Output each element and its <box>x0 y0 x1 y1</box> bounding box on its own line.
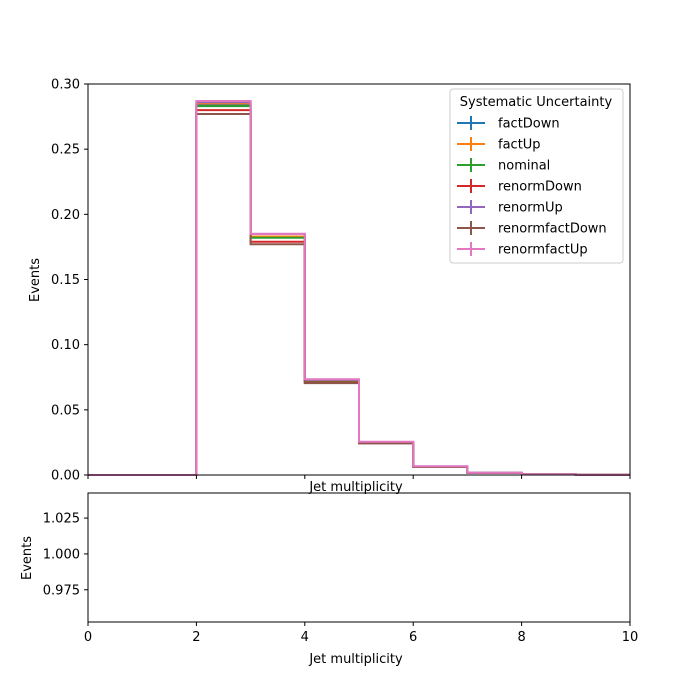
ratio-panel: 0 2 4 6 8 10 0.975 1.000 1.025 Jet multiplicity… <box>20 492 638 667</box>
series-line-renormfactUp <box>88 99 630 476</box>
main-y-tick-label: 0.10 <box>51 338 80 353</box>
legend-label: renormDown <box>498 180 582 195</box>
ratio-x-axis-label: Jet multiplicity <box>308 652 403 667</box>
main-y-axis-label: Events <box>28 258 43 302</box>
main-y-tick-label: 0.20 <box>51 208 80 223</box>
legend-label: nominal <box>498 159 550 174</box>
ratio-plot-frame <box>87 492 631 623</box>
legend-entry-renormfactDown: renormfactDown <box>457 221 607 237</box>
main-y-tick-label: 0.30 <box>51 78 80 93</box>
legend-entry-renormUp: renormUp <box>457 200 563 216</box>
main-y-ticks: 0.00 0.05 0.10 0.15 0.20 0.25 0.30 <box>51 78 88 484</box>
ratio-x-tick-label: 4 <box>301 630 309 645</box>
main-panel: 0.00 0.05 0.10 0.15 0.20 0.25 0.30 Jet multipl… <box>28 78 631 495</box>
legend-label: renormfactUp <box>498 243 588 258</box>
legend-box <box>449 88 624 264</box>
legend-label: factDown <box>498 117 560 132</box>
legend-entry-renormfactUp: renormfactUp <box>457 242 588 258</box>
main-y-tick-label: 0.00 <box>51 469 80 484</box>
main-y-tick-label: 0.05 <box>51 403 80 418</box>
legend: Systematic Uncertainty factDown factUp nom… <box>449 88 624 264</box>
legend-label: renormfactDown <box>498 222 607 237</box>
main-x-ticks <box>87 475 631 479</box>
legend-entry-factDown: factDown <box>457 116 560 132</box>
legend-title: Systematic Uncertainty <box>460 95 613 110</box>
ratio-x-tick-label: 2 <box>192 630 200 645</box>
main-x-axis-label: Jet multiplicity <box>308 480 403 495</box>
ratio-y-ticks: 0.975 1.000 1.025 <box>43 512 88 598</box>
legend-label: factUp <box>498 138 541 153</box>
ratio-x-ticks: 0 2 4 6 8 10 <box>84 622 638 645</box>
ratio-y-tick-label: 1.000 <box>43 547 80 562</box>
ratio-y-axis-label: Events <box>20 536 35 580</box>
ratio-x-tick-label: 6 <box>409 630 417 645</box>
ratio-x-tick-label: 10 <box>622 630 639 645</box>
main-y-tick-label: 0.15 <box>51 273 80 288</box>
legend-label: renormUp <box>498 201 563 216</box>
legend-entry-nominal: nominal <box>457 158 550 174</box>
main-series-group <box>88 99 630 476</box>
legend-entry-renormDown: renormDown <box>457 179 582 195</box>
legend-entry-factUp: factUp <box>457 137 541 153</box>
ratio-x-tick-label: 0 <box>84 630 92 645</box>
ratio-x-tick-label: 8 <box>517 630 525 645</box>
ratio-y-tick-label: 1.025 <box>43 512 80 527</box>
ratio-y-tick-label: 0.975 <box>43 583 80 598</box>
legend-entries: factDown factUp nominal renormDown renormUp r… <box>457 116 607 258</box>
main-y-tick-label: 0.25 <box>51 143 80 158</box>
